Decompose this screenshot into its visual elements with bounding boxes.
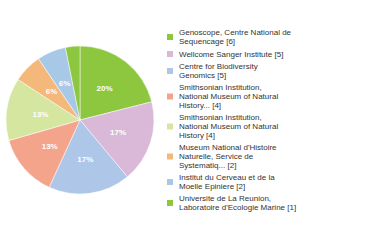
svg-text:13%: 13% — [32, 110, 48, 119]
svg-text:National Museum of Natural: National Museum of Natural — [179, 92, 278, 101]
svg-text:Naturelle, Service de: Naturelle, Service de — [179, 152, 254, 161]
svg-text:Genomics [5]: Genomics [5] — [179, 71, 226, 80]
svg-text:Centre for Biodiversity: Centre for Biodiversity — [179, 62, 258, 71]
svg-text:Sequencage [6]: Sequencage [6] — [179, 37, 235, 46]
svg-text:Systematiq... [2]: Systematiq... [2] — [179, 161, 236, 170]
svg-text:History... [4]: History... [4] — [179, 101, 221, 110]
svg-text:Smithsonian Institution,: Smithsonian Institution, — [179, 83, 262, 92]
svg-text:Laboratoire d'Ecologie Marine: Laboratoire d'Ecologie Marine [1] — [179, 203, 296, 212]
svg-text:History [4]: History [4] — [179, 131, 215, 140]
svg-text:Wellcome Sanger Institute [5]: Wellcome Sanger Institute [5] — [179, 50, 283, 59]
svg-text:Smithsonian Institution,: Smithsonian Institution, — [179, 113, 262, 122]
svg-text:Museum National d'Histoire: Museum National d'Histoire — [179, 143, 277, 152]
svg-text:Institut du Cerveau et de la: Institut du Cerveau et de la — [179, 173, 275, 182]
svg-text:National Museum of Natural: National Museum of Natural — [179, 122, 278, 131]
svg-text:Genoscope, Centre National de: Genoscope, Centre National de — [179, 28, 292, 37]
svg-text:13%: 13% — [42, 142, 58, 151]
svg-text:20%: 20% — [97, 84, 113, 93]
svg-text:Universite de La Reunion,: Universite de La Reunion, — [179, 194, 271, 203]
svg-text:6%: 6% — [46, 87, 58, 96]
svg-text:17%: 17% — [110, 128, 126, 137]
svg-text:Moelle Epiniere [2]: Moelle Epiniere [2] — [179, 182, 245, 191]
svg-text:6%: 6% — [59, 79, 71, 88]
svg-text:17%: 17% — [77, 155, 93, 164]
